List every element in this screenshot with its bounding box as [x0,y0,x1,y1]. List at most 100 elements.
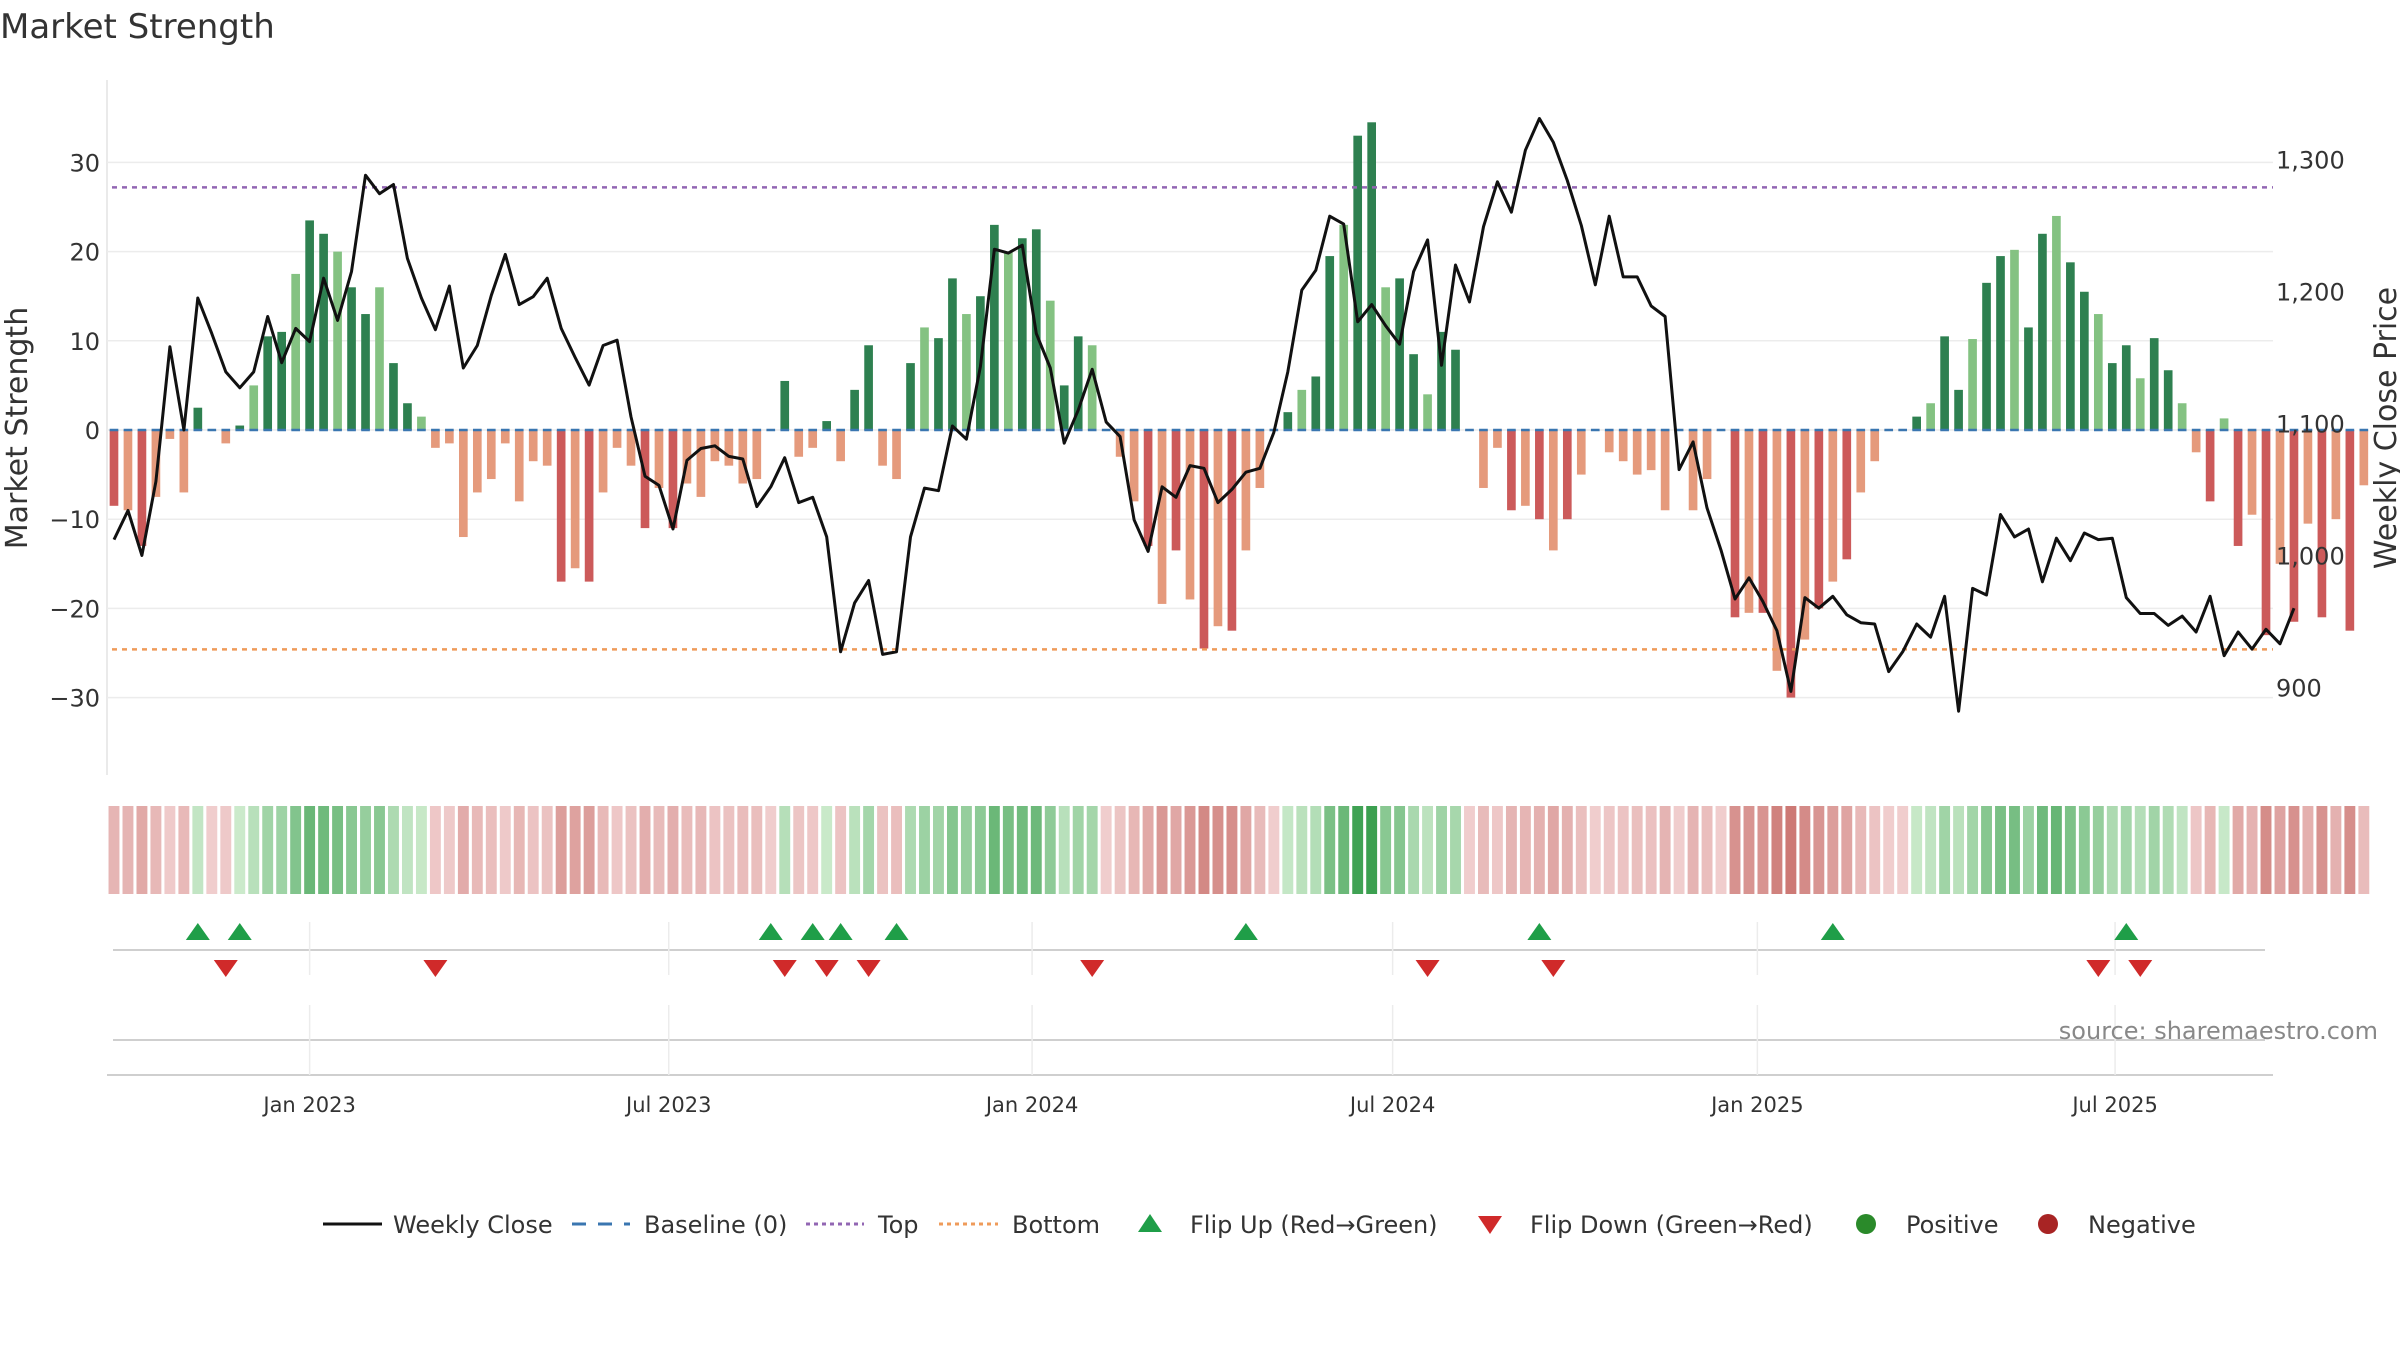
heat-cell-125 [1855,806,1867,894]
heat-cell-53 [849,806,861,894]
heat-cell-155 [2274,806,2286,894]
strength-bar-61 [962,314,971,430]
flip-marker-panel [107,949,2273,1076]
heat-cell-145 [2134,806,2146,894]
legend-flip-up-icon [1138,1214,1162,1232]
strength-bar-69 [1073,336,1083,430]
heat-cell-8 [220,806,232,894]
legend-top: Top [877,1211,919,1239]
threshold-lines [112,186,2273,651]
heat-cell-56 [891,806,902,894]
heat-cell-34 [583,806,595,894]
heat-cell-40 [667,806,679,894]
strength-bar-140 [2066,262,2075,430]
strength-bar-126 [1870,430,1880,462]
right-axis-ticks: 1,300 1,200 1,100 1,000 900 [2276,146,2345,702]
strength-bar-36 [612,430,622,448]
chart-title: Market Strength [0,7,275,47]
flip-down-markers [213,960,2153,977]
strength-bar-64 [1004,251,1013,430]
heat-cell-12 [276,806,288,894]
heat-cell-5 [178,806,190,894]
strength-bar-105 [1576,430,1586,475]
strength-bar-48 [780,380,790,430]
flip-down-marker-4 [856,960,881,977]
heat-cell-160 [2344,806,2356,894]
strength-bar-125 [1856,430,1866,493]
heat-cell-25 [457,806,469,894]
strength-bar-81 [1241,430,1251,551]
strength-bar-23 [431,430,440,448]
strength-bar-12 [277,331,287,430]
right-tick-0: 1,300 [2276,146,2345,174]
heat-cell-100 [1505,806,1517,894]
legend-baseline: Baseline (0) [644,1211,787,1239]
strength-bar-154 [2261,430,2271,636]
left-axis-ticks: 30 20 10 0 −10 −20 −30 [49,149,100,712]
weekly-close-line-group [112,117,2296,713]
heat-cell-92 [1394,806,1406,894]
heat-cell-30 [527,806,539,894]
heat-cell-96 [1450,806,1461,894]
flip-up-marker-8 [1820,923,1845,940]
strength-bar-147 [2163,370,2173,430]
heat-cell-154 [2260,806,2272,894]
heat-cell-112 [1673,806,1685,894]
heat-cell-48 [779,806,791,894]
legend-negative-icon [2038,1214,2058,1234]
strength-bar-33 [570,430,580,569]
strength-bar-120 [1786,430,1796,698]
strength-bar-53 [850,389,859,430]
strength-bar-124 [1842,430,1852,560]
heat-cell-128 [1897,806,1909,894]
strength-bar-28 [500,430,510,444]
heat-cell-11 [262,806,274,894]
strength-bar-63 [990,224,999,430]
heat-cell-50 [807,806,819,894]
heat-cell-137 [2023,806,2034,894]
heat-cell-147 [2162,806,2174,894]
heat-cell-159 [2330,806,2342,894]
strength-bar-45 [738,430,748,484]
left-tick-0: 30 [69,149,100,177]
heat-cell-15 [318,806,330,894]
strength-bar-34 [584,430,594,582]
strength-bar-156 [2289,430,2299,622]
heat-cell-135 [1995,806,2006,894]
date-tick-4: Jan 2025 [1709,1093,1804,1117]
heat-cell-83 [1268,806,1280,894]
strength-bar-139 [2052,215,2061,430]
right-tick-3: 1,000 [2276,542,2345,570]
strength-bar-70 [1087,345,1097,430]
strength-bar-77 [1185,430,1195,600]
strength-bar-157 [2303,430,2313,524]
strength-bar-0 [109,430,119,506]
legend-weekly-close: Weekly Close [393,1211,553,1239]
strength-bar-136 [2010,249,2019,430]
heat-cell-43 [709,806,721,894]
strength-bar-84 [1283,412,1293,430]
heat-cell-86 [1310,806,1322,894]
strength-bar-1 [123,430,133,511]
heat-cell-47 [765,806,777,894]
strength-bar-141 [2080,291,2089,430]
heat-cell-61 [960,806,972,894]
strength-bar-114 [1702,430,1712,480]
heat-cell-60 [946,806,958,894]
date-tick-3: Jul 2024 [1348,1093,1435,1117]
heat-cell-123 [1827,806,1839,894]
date-tick-2: Jan 2024 [984,1093,1079,1117]
heat-cell-63 [988,806,1000,894]
heat-cell-41 [681,806,693,894]
heat-cell-140 [2064,806,2076,894]
strength-bar-143 [2107,363,2117,430]
strength-bar-131 [1940,336,1949,430]
heat-cell-87 [1324,806,1336,894]
strength-bar-5 [179,430,189,493]
heat-cell-77 [1184,806,1196,894]
heat-cell-117 [1743,806,1755,894]
strength-bar-85 [1297,389,1307,430]
heat-cell-134 [1981,806,1992,894]
heat-cell-101 [1519,806,1531,894]
